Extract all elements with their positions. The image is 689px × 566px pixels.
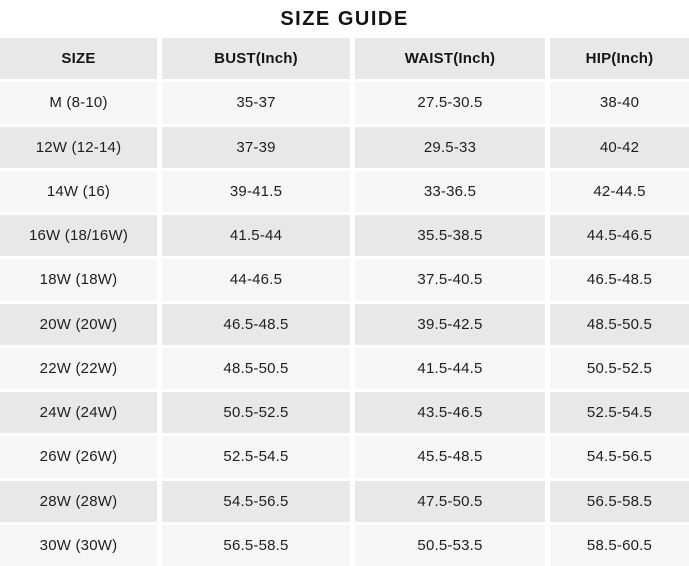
hip-cell: 56.5-58.5 [550, 480, 689, 522]
waist-cell: 39.5-42.5 [355, 303, 545, 345]
waist-cell: 50.5-53.5 [355, 524, 545, 566]
waist-cell: 29.5-33 [355, 126, 545, 168]
waist-cell: 41.5-44.5 [355, 347, 545, 389]
column-header-hip: HIP(Inch) [550, 38, 689, 80]
waist-cell: 37.5-40.5 [355, 259, 545, 301]
size-cell: 18W (18W) [0, 259, 157, 301]
waist-cell: 45.5-48.5 [355, 436, 545, 478]
size-guide-table: SIZE BUST(Inch) WAIST(Inch) HIP(Inch) M … [0, 38, 689, 566]
size-cell: M (8-10) [0, 82, 157, 124]
hip-cell: 58.5-60.5 [550, 524, 689, 566]
hip-cell: 52.5-54.5 [550, 392, 689, 434]
hip-cell: 50.5-52.5 [550, 347, 689, 389]
column-header-waist: WAIST(Inch) [355, 38, 545, 80]
size-cell: 20W (20W) [0, 303, 157, 345]
size-cell: 16W (18/16W) [0, 215, 157, 257]
hip-cell: 42-44.5 [550, 170, 689, 212]
hip-cell: 54.5-56.5 [550, 436, 689, 478]
size-cell: 28W (28W) [0, 480, 157, 522]
bust-cell: 54.5-56.5 [162, 480, 350, 522]
waist-cell: 33-36.5 [355, 170, 545, 212]
hip-cell: 48.5-50.5 [550, 303, 689, 345]
hip-cell: 46.5-48.5 [550, 259, 689, 301]
column-header-size: SIZE [0, 38, 157, 80]
hip-cell: 44.5-46.5 [550, 215, 689, 257]
bust-cell: 39-41.5 [162, 170, 350, 212]
column-header-bust: BUST(Inch) [162, 38, 350, 80]
bust-cell: 56.5-58.5 [162, 524, 350, 566]
size-cell: 24W (24W) [0, 392, 157, 434]
waist-cell: 43.5-46.5 [355, 392, 545, 434]
size-cell: 26W (26W) [0, 436, 157, 478]
hip-cell: 40-42 [550, 126, 689, 168]
page-title: SIZE GUIDE [280, 7, 409, 30]
waist-cell: 35.5-38.5 [355, 215, 545, 257]
size-cell: 14W (16) [0, 170, 157, 212]
size-cell: 12W (12-14) [0, 126, 157, 168]
hip-cell: 38-40 [550, 82, 689, 124]
size-cell: 30W (30W) [0, 524, 157, 566]
bust-cell: 37-39 [162, 126, 350, 168]
bust-cell: 35-37 [162, 82, 350, 124]
bust-cell: 48.5-50.5 [162, 347, 350, 389]
bust-cell: 46.5-48.5 [162, 303, 350, 345]
size-cell: 22W (22W) [0, 347, 157, 389]
bust-cell: 50.5-52.5 [162, 392, 350, 434]
waist-cell: 27.5-30.5 [355, 82, 545, 124]
bust-cell: 41.5-44 [162, 215, 350, 257]
waist-cell: 47.5-50.5 [355, 480, 545, 522]
bust-cell: 44-46.5 [162, 259, 350, 301]
bust-cell: 52.5-54.5 [162, 436, 350, 478]
